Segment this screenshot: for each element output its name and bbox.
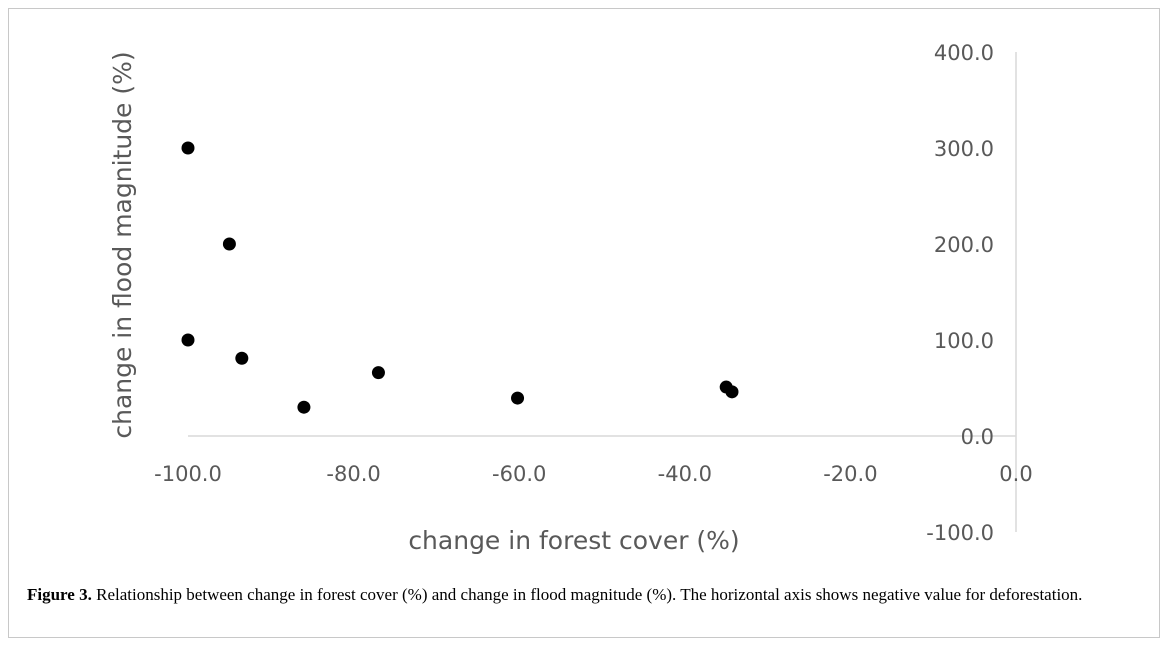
- data-points: [181, 141, 739, 414]
- y-tick-label: 400.0: [934, 41, 994, 65]
- data-point: [297, 400, 311, 414]
- y-tick-label: 200.0: [934, 233, 994, 257]
- x-tick-label: -20.0: [823, 462, 877, 486]
- y-axis-title: change in flood magnitude (%): [108, 51, 137, 438]
- y-tick-label: 0.0: [961, 425, 994, 449]
- data-point: [222, 237, 236, 251]
- x-tick-label: 0.0: [999, 462, 1032, 486]
- x-tick-label: -100.0: [154, 462, 222, 486]
- x-tick-label: -40.0: [658, 462, 712, 486]
- x-tick-label: -80.0: [326, 462, 380, 486]
- y-tick-label: 300.0: [934, 137, 994, 161]
- y-tick-labels: 400.0 300.0 200.0 100.0 0.0 -100.0: [926, 41, 994, 545]
- y-tick-label: -100.0: [926, 521, 994, 545]
- data-point: [181, 141, 195, 155]
- scatter-chart: -100.0 -80.0 -60.0 -40.0 -20.0 0.0 400.0 300.0…: [108, 41, 1033, 555]
- caption-text: Relationship between change in forest co…: [96, 585, 1083, 604]
- data-point: [511, 391, 525, 405]
- x-tick-labels: -100.0 -80.0 -60.0 -40.0 -20.0 0.0: [154, 462, 1033, 486]
- figure-frame: [8, 8, 1160, 638]
- data-point: [725, 385, 739, 399]
- y-tick-label: 100.0: [934, 329, 994, 353]
- data-point: [371, 366, 385, 380]
- x-axis-title: change in forest cover (%): [408, 526, 739, 555]
- data-point: [235, 351, 249, 365]
- caption-label: Figure 3.: [27, 585, 92, 604]
- figure-caption: Figure 3. Relationship between change in…: [27, 584, 1137, 605]
- x-tick-label: -60.0: [492, 462, 546, 486]
- data-point: [181, 333, 195, 347]
